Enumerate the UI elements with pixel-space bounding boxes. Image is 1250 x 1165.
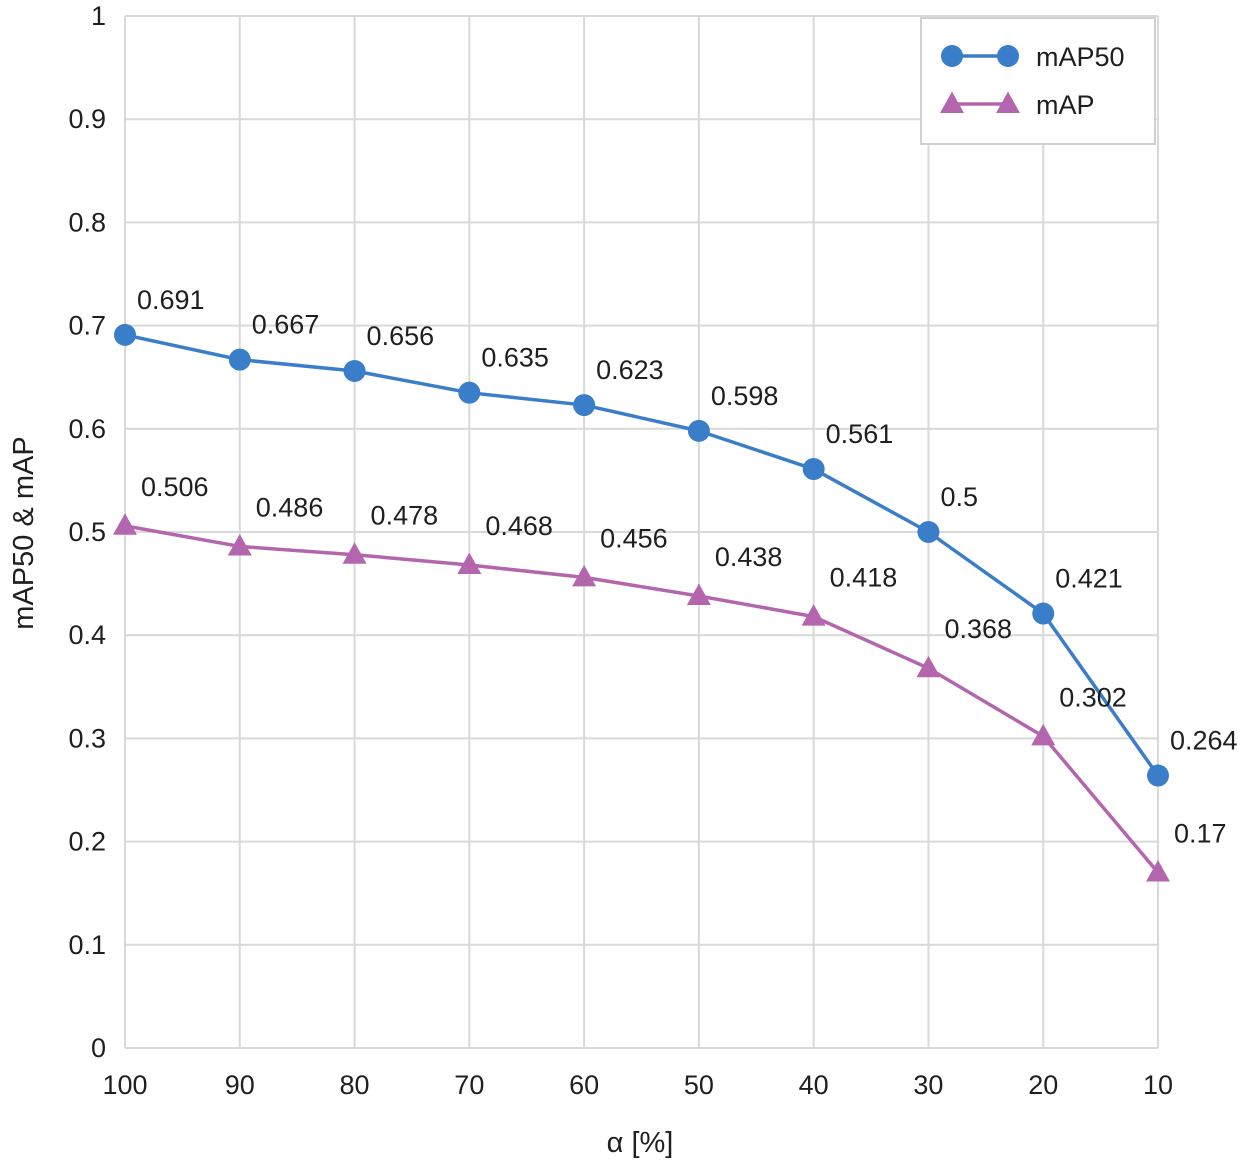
- x-tick-label: 40: [799, 1070, 829, 1100]
- y-tick-label: 1: [91, 1, 106, 31]
- x-tick-label: 60: [569, 1070, 599, 1100]
- data-label-map50: 0.691: [137, 285, 205, 315]
- legend: mAP50 mAP: [920, 17, 1156, 145]
- marker-map50: [343, 360, 366, 383]
- x-tick-label: 100: [102, 1070, 147, 1100]
- y-tick-label: 0.2: [68, 827, 106, 857]
- marker-map: [227, 534, 252, 556]
- data-label-map: 0.506: [141, 472, 209, 502]
- marker-map50: [228, 348, 251, 371]
- marker-map: [572, 565, 597, 587]
- x-tick-label: 90: [225, 1070, 255, 1100]
- legend-marker-map50: [997, 45, 1019, 67]
- marker-map50: [1147, 764, 1169, 787]
- marker-map50: [114, 323, 136, 346]
- data-label-map: 0.478: [371, 501, 439, 531]
- x-tick-label: 80: [340, 1070, 370, 1100]
- marker-map: [457, 552, 482, 575]
- data-label-map50: 0.635: [481, 343, 549, 373]
- data-label-map: 0.17: [1174, 819, 1227, 849]
- y-tick-label: 0.5: [68, 517, 106, 547]
- marker-map50: [687, 419, 710, 442]
- data-label-map: 0.468: [485, 511, 553, 541]
- data-label-map: 0.438: [715, 542, 783, 572]
- y-tick-label: 0.6: [68, 414, 106, 444]
- marker-map: [1031, 723, 1056, 746]
- legend-label-map: mAP: [1036, 90, 1095, 120]
- y-tick-label: 0.3: [68, 723, 106, 753]
- marker-map50: [802, 458, 825, 481]
- data-label-map50: 0.656: [367, 321, 435, 351]
- data-label-map50: 0.421: [1055, 564, 1123, 594]
- marker-map50: [458, 381, 481, 404]
- data-label-map: 0.368: [944, 614, 1012, 644]
- data-label-map50: 0.623: [596, 355, 664, 385]
- x-tick-label: 30: [913, 1070, 943, 1100]
- legend-marker-map50: [941, 45, 963, 67]
- x-axis-title: α [%]: [607, 1127, 674, 1159]
- gridlines: [124, 15, 1159, 1049]
- x-tick-label: 20: [1028, 1070, 1058, 1100]
- marker-map: [916, 655, 941, 678]
- x-tick-label: 70: [454, 1070, 484, 1100]
- marker-map: [1146, 860, 1170, 882]
- y-axis-title: mAP50 & mAP: [8, 436, 40, 629]
- marker-map: [113, 513, 137, 535]
- data-label-map50: 0.561: [826, 419, 894, 449]
- legend-box: [920, 17, 1156, 145]
- y-tick-label: 0.4: [68, 620, 106, 650]
- x-tick-label: 10: [1143, 1070, 1173, 1100]
- data-label-map: 0.418: [830, 563, 898, 593]
- legend-marker-map: [940, 91, 964, 113]
- axes: 0 0.1 0.2 0.3 0.4 0.5 0.6 0.7 0.8 0.9 1 100 90 80 70 60…: [68, 1, 1173, 1100]
- marker-map: [342, 542, 367, 564]
- y-tick-label: 0.1: [68, 930, 106, 960]
- series: [113, 323, 1170, 882]
- y-tick-label: 0.9: [68, 104, 106, 134]
- data-label-map50: 0.264: [1170, 726, 1238, 756]
- series-line-map50: [124, 333, 1160, 777]
- data-label-map50: 0.667: [252, 310, 320, 340]
- marker-map50: [573, 394, 596, 417]
- data-label-map: 0.302: [1059, 682, 1127, 712]
- x-tick-label: 50: [684, 1070, 714, 1100]
- marker-map: [801, 604, 826, 626]
- y-tick-label: 0.8: [68, 207, 106, 237]
- legend-marker-map: [996, 91, 1020, 113]
- y-tick-label: 0.7: [68, 311, 106, 341]
- marker-map50: [1032, 602, 1055, 625]
- data-label-map: 0.486: [256, 492, 324, 522]
- series-line-map: [124, 524, 1160, 874]
- data-label-map50: 0.598: [711, 381, 779, 411]
- data-labels: 0.691 0.667 0.656 0.635 0.623 0.598 0.561 0.5 0.…: [137, 285, 1238, 849]
- data-label-map: 0.456: [600, 523, 668, 553]
- y-tick-label: 0: [91, 1033, 106, 1063]
- legend-label-map50: mAP50: [1036, 42, 1125, 72]
- marker-map: [686, 583, 711, 605]
- marker-map50: [917, 521, 940, 543]
- data-label-map50: 0.5: [940, 482, 978, 512]
